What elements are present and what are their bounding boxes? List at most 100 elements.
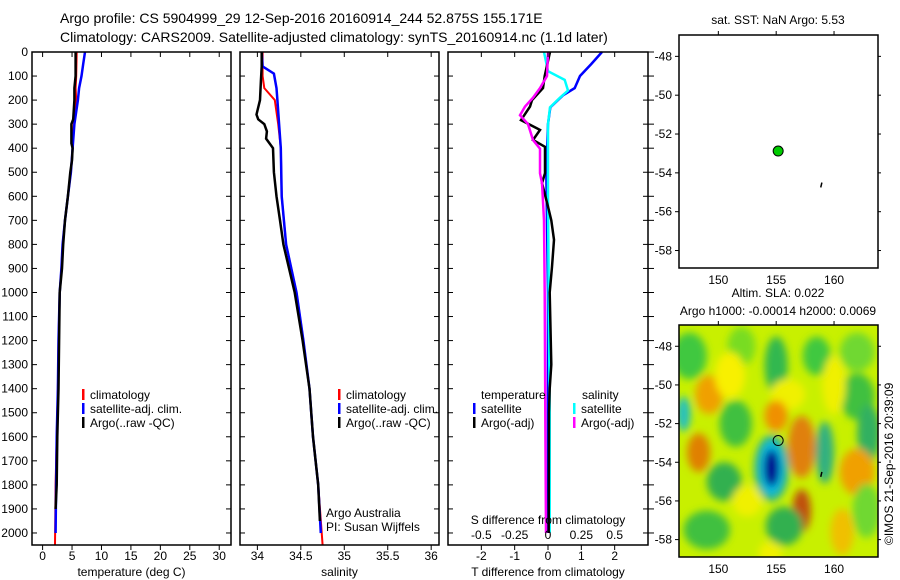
x2-tick-label: 0: [545, 528, 552, 542]
x-tick-label: 5: [69, 549, 76, 563]
heatmap-blob: [714, 351, 745, 399]
x-tick-label: 150: [708, 273, 728, 287]
heatmap-blob: [695, 375, 724, 414]
y-tick-label: -58: [655, 533, 673, 547]
map-title-line1: Altim. SLA: 0.022: [732, 286, 825, 300]
legend-title-temperature: temperature: [481, 388, 546, 402]
y-tick-label: 1600: [1, 430, 28, 444]
legend-swatch: [338, 389, 341, 400]
heatmap-blob: [802, 336, 831, 376]
heatmap-blob: [822, 355, 846, 415]
y-tick-label: 1500: [1, 406, 28, 420]
map-title-line2: Argo h1000: -0.00014 h2000: 0.0069: [680, 304, 876, 318]
x-tick-label: 0: [545, 549, 552, 563]
x-tick-label: 34.5: [289, 549, 313, 563]
series-climatology: [261, 52, 324, 546]
x-tick-label: 25: [183, 549, 197, 563]
x2-tick-label: 0.25: [570, 528, 594, 542]
y-tick-label: 1800: [1, 478, 28, 492]
heatmap-blob: [857, 404, 878, 463]
x-tick-label: 160: [824, 273, 844, 287]
legend-swatch: [82, 417, 85, 428]
legend-swatch: [338, 403, 341, 414]
y-tick-label: -50: [655, 378, 673, 392]
credit-annotation: Argo Australia: [326, 506, 401, 520]
imos-credit: ©IMOS 21-Sep-2016 20:39:09: [882, 382, 896, 545]
sla-heatmap: [679, 325, 878, 557]
legend-swatch: [338, 417, 341, 428]
float-track: [820, 182, 823, 188]
legend-title-salinity: salinity: [582, 388, 619, 402]
panel-salinity: 34 34.5 35 35.5 36 salinity climatologysatelli…: [239, 51, 440, 579]
heatmap-blob: [683, 510, 730, 550]
y-tick-label: 1200: [1, 334, 28, 348]
x-axis-label: temperature (deg C): [77, 565, 185, 579]
x-tick-label: 1: [578, 549, 585, 563]
map-frame: [678, 34, 879, 269]
legend-label: satellite-adj. clim.: [346, 402, 438, 416]
x-axis-label: salinity: [321, 565, 358, 579]
map-sst-map: sat. SST: NaN Argo: 5.53 150 155 160 -48 -50 -…: [655, 13, 881, 287]
y-tick-label: 200: [8, 93, 28, 107]
heatmap-blob: [764, 400, 788, 432]
heatmap-blob: [687, 433, 711, 472]
y-tick-label: 1100: [2, 310, 28, 324]
y-tick-label: -56: [655, 205, 673, 219]
x-tick-label: 10: [95, 549, 109, 563]
series-s-argo-adj-: [518, 51, 550, 534]
x-tick-label: 35: [338, 549, 352, 563]
legend-label: Argo(..raw -QC): [346, 416, 431, 430]
argo-position-marker: [772, 145, 784, 157]
heatmap-blob: [679, 396, 691, 432]
x-tick-label: 20: [154, 549, 168, 563]
legend-swatch: [573, 403, 576, 414]
y-tick-label: -48: [655, 49, 673, 63]
x2-tick-label: -0.5: [471, 528, 492, 542]
y-tick-label: -52: [655, 127, 673, 141]
heatmap-field: [679, 326, 878, 557]
legend-label: satellite: [481, 402, 522, 416]
x-tick-label: 36: [424, 549, 438, 563]
y-tick-label: 700: [8, 213, 28, 227]
y-tick-label: 600: [8, 189, 28, 203]
legend-label: Argo(-adj): [481, 416, 534, 430]
series-t-satellite: [545, 51, 603, 533]
y-tick-label: -52: [655, 417, 673, 431]
x2-tick-label: -0.25: [501, 528, 529, 542]
y-tick-label: 500: [8, 165, 28, 179]
y-tick-label: 2000: [1, 526, 28, 540]
legend-label: climatology: [90, 388, 150, 402]
heatmap-blob: [839, 332, 875, 372]
series-argo-raw-qc-: [255, 52, 322, 522]
heatmap-blob: [830, 508, 854, 556]
panel-difference: -2 -1 0 1 2 T difference from climatology temp…: [447, 51, 654, 579]
map-sla-map: Altim. SLA: 0.022 Argo h1000: -0.00014 h2…: [655, 286, 896, 576]
heatmap-blob: [852, 483, 878, 538]
x-tick-label: 150: [708, 562, 728, 576]
float-track: [820, 471, 823, 477]
y-tick-label: -54: [655, 455, 673, 469]
legend-label: satellite-adj. clim.: [90, 402, 182, 416]
figure-title-line2: Climatology: CARS2009. Satellite-adjuste…: [60, 29, 608, 45]
x-tick-label: 35.5: [376, 549, 400, 563]
series-argo-raw-qc-: [54, 52, 77, 509]
series-s-satellite: [542, 51, 570, 533]
map-frame: [678, 324, 879, 558]
x-tick-label: 155: [766, 562, 786, 576]
y-tick-label: 300: [8, 117, 28, 131]
argo-position-marker: [772, 435, 784, 447]
y-tick-label: 900: [8, 261, 28, 275]
series-t-argo-adj-: [519, 51, 556, 534]
x-tick-label: 2: [611, 549, 618, 563]
y-tick-label: 0: [21, 45, 28, 59]
legend-swatch: [473, 417, 476, 428]
heatmap-blob: [719, 400, 752, 447]
legend-label: Argo(..raw -QC): [90, 416, 175, 430]
plot-frame: [31, 51, 232, 546]
credit-annotation: PI: Susan Wijffels: [326, 520, 420, 534]
legend-label: Argo(-adj): [581, 416, 634, 430]
x-tick-label: 30: [213, 549, 227, 563]
series-satellite-adj-clim-: [260, 51, 323, 534]
legend-swatch: [573, 417, 576, 428]
heatmap-blob: [732, 485, 763, 517]
